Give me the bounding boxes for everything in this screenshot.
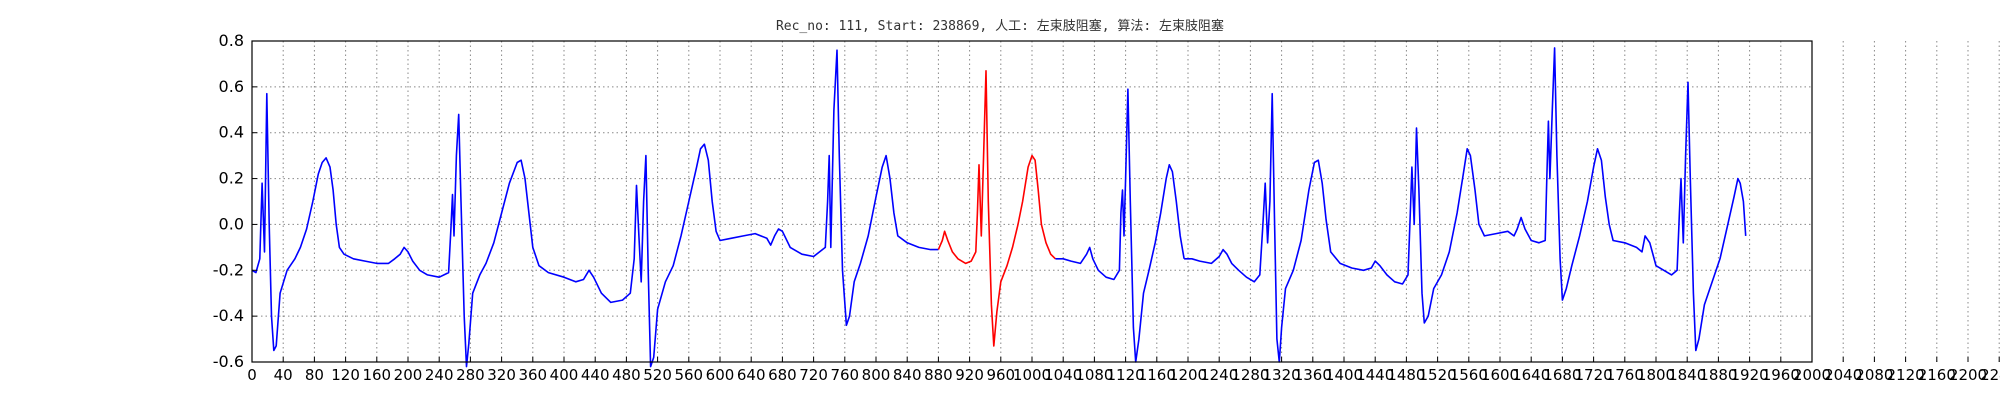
- y-tick-label: 0.8: [219, 31, 244, 50]
- x-tick-label: 1920: [1731, 366, 1769, 384]
- x-tick-label: 1560: [1450, 366, 1488, 384]
- x-tick-label: 1040: [1044, 366, 1082, 384]
- x-tick-label: 760: [830, 366, 859, 384]
- x-tick-label: 1000: [1013, 366, 1051, 384]
- x-tick-label: 240: [425, 366, 454, 384]
- x-tick-label: 400: [550, 366, 579, 384]
- x-tick-label: 920: [955, 366, 984, 384]
- chart-title: Rec_no: 111, Start: 238869, 人工: 左束肢阻塞, 算…: [776, 18, 1224, 34]
- y-axis: -0.6 -0.4 -0.2 0.0 0.2 0.4 0.6 0.8: [213, 31, 257, 371]
- ecg-trace-blue: [1184, 47, 1747, 363]
- grid-lines: [251, 40, 2000, 363]
- x-tick-label: 1400: [1325, 366, 1363, 384]
- x-tick-label: 2000: [1793, 366, 1831, 384]
- ecg-trace-red-highlight: [937, 70, 1056, 347]
- x-tick-label: 200: [394, 366, 423, 384]
- x-tick-label: 840: [893, 366, 922, 384]
- x-tick-label: 40: [274, 366, 293, 384]
- x-tick-label: 1280: [1231, 366, 1269, 384]
- x-tick-label: 0: [247, 366, 257, 384]
- y-tick-label: 0.4: [219, 123, 244, 142]
- y-tick-label: 0.6: [219, 77, 244, 96]
- x-tick-label: 1840: [1668, 366, 1706, 384]
- y-tick-label: -0.4: [213, 306, 244, 325]
- x-tick-label: 2240: [1980, 366, 2000, 384]
- x-tick-label: 1480: [1387, 366, 1425, 384]
- x-tick-label: 2040: [1824, 366, 1862, 384]
- y-tick-label: 0.0: [219, 214, 244, 233]
- x-tick-label: 440: [581, 366, 610, 384]
- x-tick-label: 1520: [1419, 366, 1457, 384]
- x-tick-label: 2200: [1949, 366, 1987, 384]
- x-tick-label: 360: [518, 366, 547, 384]
- x-tick-label: 800: [862, 366, 891, 384]
- x-tick-label: 1120: [1107, 366, 1145, 384]
- x-tick-label: 1080: [1075, 366, 1113, 384]
- x-tick-label: 880: [924, 366, 953, 384]
- x-tick-label: 2160: [1918, 366, 1956, 384]
- x-tick-label: 1320: [1263, 366, 1301, 384]
- x-tick-label: 960: [986, 366, 1015, 384]
- ecg-trace-blue: [1055, 88, 1185, 363]
- x-tick-label: 1680: [1543, 366, 1581, 384]
- x-tick-label: 1880: [1699, 366, 1737, 384]
- x-tick-label: 1760: [1606, 366, 1644, 384]
- x-tick-label: 1600: [1481, 366, 1519, 384]
- x-tick-label: 560: [674, 366, 703, 384]
- y-tick-label: 0.2: [219, 169, 244, 188]
- x-tick-label: 120: [331, 366, 360, 384]
- x-tick-label: 80: [305, 366, 324, 384]
- x-tick-label: 520: [643, 366, 672, 384]
- x-tick-label: 1240: [1200, 366, 1238, 384]
- x-tick-label: 320: [487, 366, 516, 384]
- x-tick-label: 1960: [1762, 366, 1800, 384]
- x-tick-label: 680: [768, 366, 797, 384]
- x-tick-label: 2120: [1887, 366, 1925, 384]
- y-tick-label: -0.2: [213, 260, 244, 279]
- x-tick-label: 640: [737, 366, 766, 384]
- x-tick-label: 160: [362, 366, 391, 384]
- y-tick-label: -0.6: [213, 352, 244, 371]
- x-tick-label: 1160: [1138, 366, 1176, 384]
- ecg-trace-blue: [251, 49, 939, 368]
- x-tick-label: 280: [456, 366, 485, 384]
- x-tick-label: 1200: [1169, 366, 1207, 384]
- x-tick-label: 1720: [1575, 366, 1613, 384]
- x-tick-label: 600: [706, 366, 735, 384]
- x-axis: 0 40 80 120 160 200 240 280 320 360 400 440 480 520 56…: [247, 357, 2000, 384]
- x-tick-label: 2080: [1855, 366, 1893, 384]
- x-tick-label: 1640: [1512, 366, 1550, 384]
- x-tick-label: 480: [612, 366, 641, 384]
- x-tick-label: 720: [799, 366, 828, 384]
- plot-area-frame: [251, 40, 1813, 363]
- x-tick-label: 1440: [1356, 366, 1394, 384]
- x-tick-label: 1360: [1294, 366, 1332, 384]
- ecg-trace: [251, 47, 1747, 368]
- x-tick-label: 1800: [1637, 366, 1675, 384]
